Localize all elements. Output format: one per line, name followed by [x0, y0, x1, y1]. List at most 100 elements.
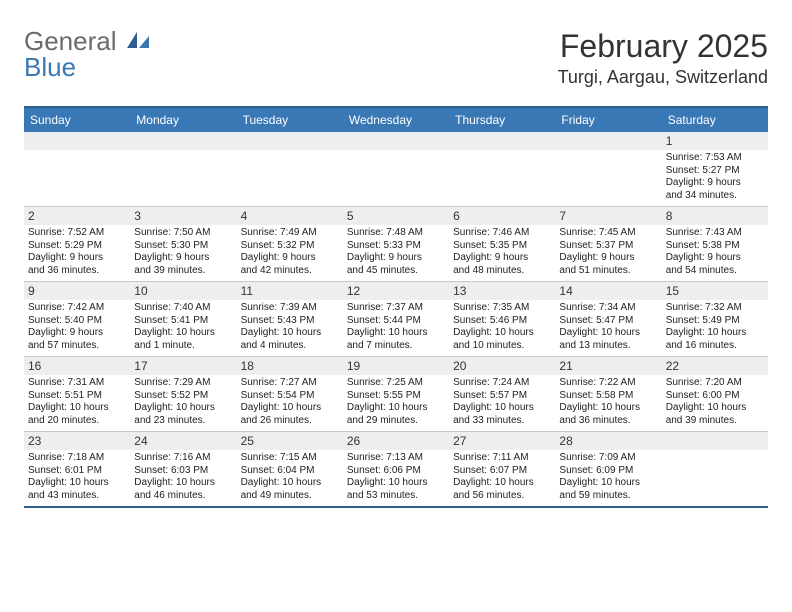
day-sunset: Sunset: 5:38 PM: [666, 240, 764, 253]
day-sunset: Sunset: 5:27 PM: [666, 165, 764, 178]
day-sunset: Sunset: 5:44 PM: [347, 315, 445, 328]
day-sunrise: Sunrise: 7:48 AM: [347, 227, 445, 240]
day-number: 2: [24, 207, 130, 225]
day-number: 17: [130, 357, 236, 375]
weeks-container: 1Sunrise: 7:53 AMSunset: 5:27 PMDaylight…: [24, 132, 768, 508]
day-sunset: Sunset: 6:07 PM: [453, 465, 551, 478]
day-sunrise: Sunrise: 7:53 AM: [666, 152, 764, 165]
day-daylight2: and 59 minutes.: [559, 490, 657, 503]
calendar-week: 9Sunrise: 7:42 AMSunset: 5:40 PMDaylight…: [24, 282, 768, 357]
calendar-cell: 1 Sunrise: 7:53 AMSunset: 5:27 PMDaylight…: [662, 132, 768, 206]
calendar-cell: 3Sunrise: 7:50 AMSunset: 5:30 PMDaylight…: [130, 207, 236, 281]
calendar-week: 23Sunrise: 7:18 AMSunset: 6:01 PMDayligh…: [24, 432, 768, 508]
day-sunrise: Sunrise: 7:34 AM: [559, 302, 657, 315]
day-number: [662, 432, 768, 450]
calendar-cell: 6Sunrise: 7:46 AMSunset: 5:35 PMDaylight…: [449, 207, 555, 281]
day-daylight1: Daylight: 9 hours: [347, 252, 445, 265]
day-sunrise: Sunrise: 7:39 AM: [241, 302, 339, 315]
day-details: Sunrise: 7:24 AMSunset: 5:57 PMDaylight:…: [451, 377, 553, 427]
calendar-cell: 17Sunrise: 7:29 AMSunset: 5:52 PMDayligh…: [130, 357, 236, 431]
day-daylight1: Daylight: 9 hours: [666, 252, 764, 265]
day-number: 24: [130, 432, 236, 450]
day-daylight1: Daylight: 10 hours: [666, 327, 764, 340]
day-daylight1: Daylight: 10 hours: [453, 402, 551, 415]
logo: General Blue: [24, 28, 151, 80]
day-sunset: Sunset: 5:52 PM: [134, 390, 232, 403]
logo-text: General Blue: [24, 28, 151, 80]
day-number: 11: [237, 282, 343, 300]
day-sunrise: Sunrise: 7:49 AM: [241, 227, 339, 240]
day-sunrise: Sunrise: 7:13 AM: [347, 452, 445, 465]
day-number: 8: [662, 207, 768, 225]
day-details: Sunrise: 7:34 AMSunset: 5:47 PMDaylight:…: [557, 302, 659, 352]
calendar: Sunday Monday Tuesday Wednesday Thursday…: [24, 106, 768, 508]
calendar-cell: [662, 432, 768, 506]
day-daylight2: and 39 minutes.: [666, 415, 764, 428]
day-number: 3: [130, 207, 236, 225]
day-details: Sunrise: 7:27 AMSunset: 5:54 PMDaylight:…: [239, 377, 341, 427]
day-daylight1: Daylight: 10 hours: [347, 402, 445, 415]
day-sunrise: Sunrise: 7:43 AM: [666, 227, 764, 240]
day-number: 22: [662, 357, 768, 375]
calendar-cell: [237, 132, 343, 206]
calendar-cell: 21Sunrise: 7:22 AMSunset: 5:58 PMDayligh…: [555, 357, 661, 431]
calendar-cell: 14Sunrise: 7:34 AMSunset: 5:47 PMDayligh…: [555, 282, 661, 356]
day-daylight2: and 1 minute.: [134, 340, 232, 353]
day-details: Sunrise: 7:25 AMSunset: 5:55 PMDaylight:…: [345, 377, 447, 427]
calendar-cell: [130, 132, 236, 206]
day-daylight2: and 48 minutes.: [453, 265, 551, 278]
calendar-cell: 11Sunrise: 7:39 AMSunset: 5:43 PMDayligh…: [237, 282, 343, 356]
day-number: 15: [662, 282, 768, 300]
day-daylight2: and 20 minutes.: [28, 415, 126, 428]
day-sunset: Sunset: 5:55 PM: [347, 390, 445, 403]
day-number: 1: [662, 132, 768, 150]
day-details: Sunrise: 7:52 AMSunset: 5:29 PMDaylight:…: [26, 227, 128, 277]
day-sunset: Sunset: 5:47 PM: [559, 315, 657, 328]
day-details: Sunrise: 7:35 AMSunset: 5:46 PMDaylight:…: [451, 302, 553, 352]
day-number: 27: [449, 432, 555, 450]
day-sunrise: Sunrise: 7:20 AM: [666, 377, 764, 390]
calendar-cell: 23Sunrise: 7:18 AMSunset: 6:01 PMDayligh…: [24, 432, 130, 506]
calendar-cell: 9Sunrise: 7:42 AMSunset: 5:40 PMDaylight…: [24, 282, 130, 356]
day-daylight1: Daylight: 10 hours: [241, 402, 339, 415]
day-daylight2: and 29 minutes.: [347, 415, 445, 428]
day-number: 9: [24, 282, 130, 300]
day-daylight1: Daylight: 10 hours: [559, 327, 657, 340]
day-daylight1: Daylight: 9 hours: [241, 252, 339, 265]
day-number: 6: [449, 207, 555, 225]
day-daylight1: Daylight: 9 hours: [134, 252, 232, 265]
day-sunrise: Sunrise: 7:24 AM: [453, 377, 551, 390]
day-sunset: Sunset: 5:51 PM: [28, 390, 126, 403]
day-sunset: Sunset: 5:58 PM: [559, 390, 657, 403]
day-daylight1: Daylight: 10 hours: [28, 402, 126, 415]
day-daylight1: Daylight: 10 hours: [241, 477, 339, 490]
day-sunrise: Sunrise: 7:15 AM: [241, 452, 339, 465]
day-daylight2: and 45 minutes.: [347, 265, 445, 278]
day-sunset: Sunset: 6:01 PM: [28, 465, 126, 478]
calendar-page: General Blue February 2025 Turgi, Aargau…: [0, 0, 792, 528]
day-details: Sunrise: 7:16 AMSunset: 6:03 PMDaylight:…: [132, 452, 234, 502]
day-number: 18: [237, 357, 343, 375]
day-daylight2: and 43 minutes.: [28, 490, 126, 503]
calendar-cell: [555, 132, 661, 206]
calendar-cell: 10Sunrise: 7:40 AMSunset: 5:41 PMDayligh…: [130, 282, 236, 356]
day-daylight1: Daylight: 10 hours: [134, 327, 232, 340]
day-sunset: Sunset: 5:40 PM: [28, 315, 126, 328]
day-details: Sunrise: 7:45 AMSunset: 5:37 PMDaylight:…: [557, 227, 659, 277]
day-daylight1: Daylight: 9 hours: [28, 252, 126, 265]
day-number: 21: [555, 357, 661, 375]
calendar-cell: 24 Sunrise: 7:16 AMSunset: 6:03 PMDayligh…: [130, 432, 236, 506]
day-daylight2: and 10 minutes.: [453, 340, 551, 353]
day-daylight2: and 23 minutes.: [134, 415, 232, 428]
day-sunrise: Sunrise: 7:37 AM: [347, 302, 445, 315]
day-daylight1: Daylight: 10 hours: [347, 477, 445, 490]
title-block: February 2025 Turgi, Aargau, Switzerland: [558, 28, 768, 88]
day-details: Sunrise: 7:53 AMSunset: 5:27 PMDaylight:…: [664, 152, 766, 202]
day-daylight1: Daylight: 9 hours: [559, 252, 657, 265]
calendar-cell: [24, 132, 130, 206]
day-number: 16: [24, 357, 130, 375]
day-sunrise: Sunrise: 7:32 AM: [666, 302, 764, 315]
weekday-tue: Tuesday: [237, 108, 343, 132]
location: Turgi, Aargau, Switzerland: [558, 67, 768, 88]
day-number: [555, 132, 661, 150]
